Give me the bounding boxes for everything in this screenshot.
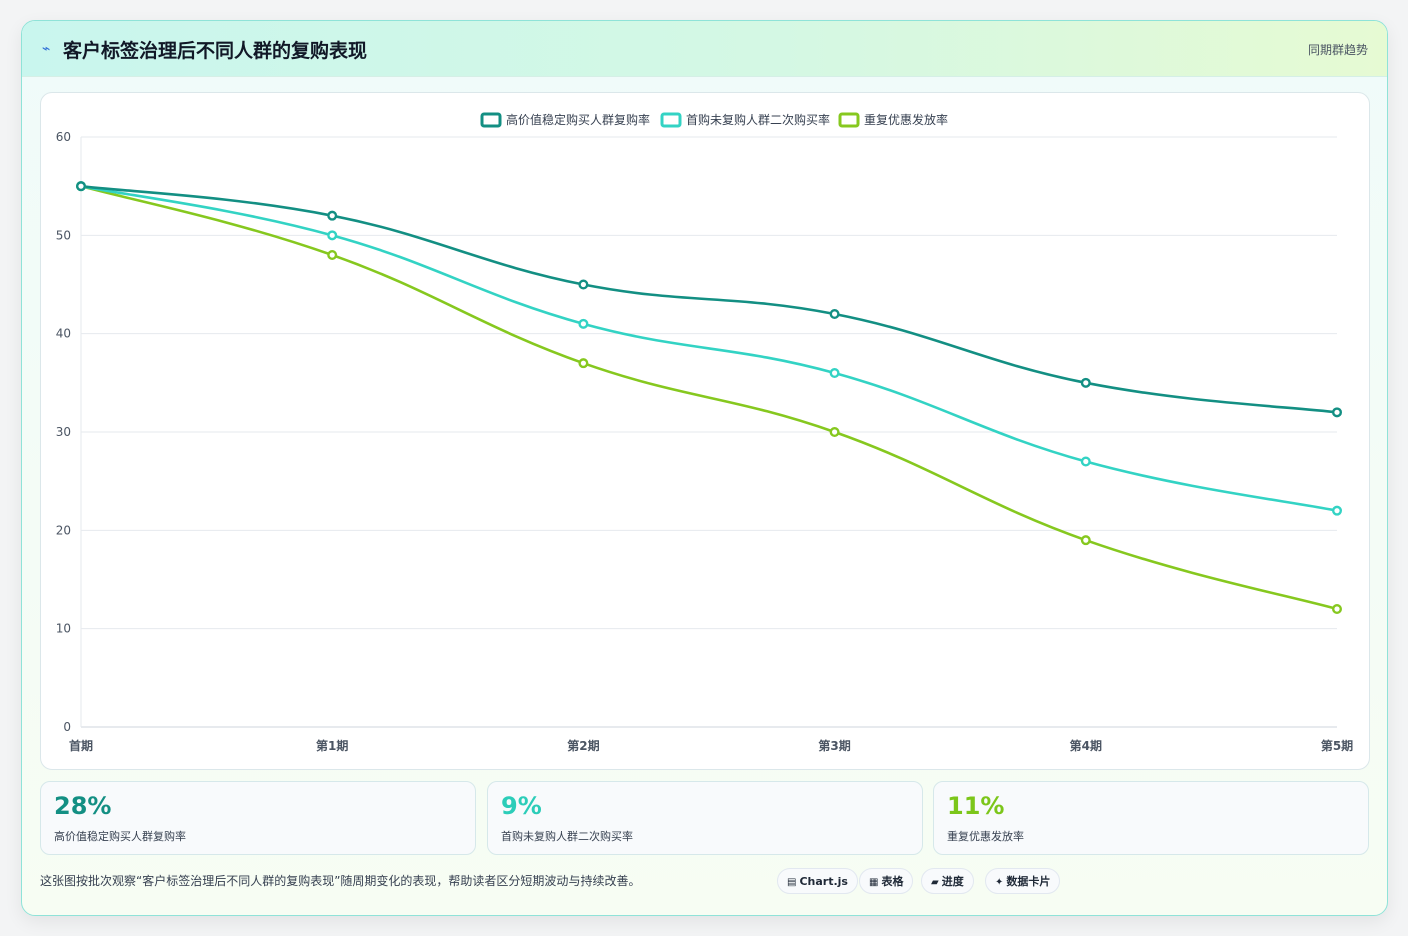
y-tick-label: 60 bbox=[56, 130, 71, 144]
tag-label: 进度 bbox=[941, 875, 964, 888]
legend-swatch bbox=[838, 112, 860, 128]
data-point bbox=[327, 210, 338, 221]
y-tick-label: 30 bbox=[56, 425, 71, 439]
series-line bbox=[80, 184, 1338, 414]
y-tick-label: 40 bbox=[56, 327, 71, 341]
chart-icon: ▤ bbox=[787, 877, 797, 888]
kpi-card: 11% 重复优惠发放率 bbox=[933, 781, 1369, 855]
y-tick-label: 0 bbox=[63, 720, 71, 734]
data-point bbox=[578, 358, 589, 369]
y-tick-label: 50 bbox=[56, 228, 71, 242]
card-title: 客户标签治理后不同人群的复购表现 bbox=[63, 40, 368, 62]
x-tick-label: 首期 bbox=[69, 738, 93, 753]
data-point bbox=[1331, 407, 1342, 418]
kpi-value: 28% bbox=[54, 792, 112, 820]
tag-label: Chart.js bbox=[799, 875, 848, 888]
card-header: ⌁ 客户标签治理后不同人群的复购表现 同期群趋势 bbox=[22, 21, 1387, 77]
progress-icon: ▰ bbox=[931, 877, 939, 888]
x-tick-label: 第2期 bbox=[567, 738, 599, 753]
data-point bbox=[1331, 505, 1342, 516]
legend-label: 高价值稳定购买人群复购率 bbox=[506, 112, 650, 127]
series-line bbox=[80, 184, 1338, 512]
kpi-label: 重复优惠发放率 bbox=[947, 830, 1024, 843]
x-tick-label: 第3期 bbox=[818, 738, 850, 753]
kpi-label: 高价值稳定购买人群复购率 bbox=[54, 830, 186, 843]
legend-label: 重复优惠发放率 bbox=[864, 112, 948, 127]
chart-card: ⌁ 客户标签治理后不同人群的复购表现 同期群趋势 0 10 20 30 40 50 60 首期… bbox=[21, 20, 1388, 916]
legend-label: 首购未复购人群二次购买率 bbox=[686, 112, 830, 127]
series-line bbox=[80, 184, 1338, 611]
data-point bbox=[327, 230, 338, 241]
sparkle-icon: ✦ bbox=[995, 877, 1004, 888]
kpi-card: 28% 高价值稳定购买人群复购率 bbox=[40, 781, 476, 855]
tag-label: 表格 bbox=[881, 875, 904, 888]
x-tick-label: 第1期 bbox=[316, 738, 348, 753]
data-point bbox=[829, 308, 840, 319]
data-point bbox=[578, 318, 589, 329]
data-point bbox=[829, 427, 840, 438]
legend-swatch bbox=[660, 112, 682, 128]
data-point bbox=[327, 249, 338, 260]
tag-table[interactable]: ▦ 表格 bbox=[859, 868, 914, 894]
data-point bbox=[1080, 535, 1091, 546]
kpi-value: 11% bbox=[947, 792, 1005, 820]
y-tick-label: 20 bbox=[56, 523, 71, 537]
tag-label: 数据卡片 bbox=[1006, 875, 1051, 888]
lightning-icon: ⌁ bbox=[42, 41, 51, 57]
kpi-label: 首购未复购人群二次购买率 bbox=[501, 830, 633, 843]
x-tick-label: 第5期 bbox=[1321, 738, 1353, 753]
data-point bbox=[76, 181, 87, 192]
card-subtitle: 同期群趋势 bbox=[1307, 43, 1368, 57]
kpi-card: 9% 首购未复购人群二次购买率 bbox=[487, 781, 923, 855]
data-point bbox=[829, 368, 840, 379]
data-point bbox=[1080, 456, 1091, 467]
tag-progress[interactable]: ▰ 进度 bbox=[921, 868, 974, 894]
chart-panel: 0 10 20 30 40 50 60 首期 第1期 第2期 第3期 第4期 第5期 高价值稳定购买人群复… bbox=[40, 92, 1370, 770]
table-icon: ▦ bbox=[869, 877, 879, 888]
y-tick-label: 10 bbox=[56, 622, 71, 636]
line-chart: 0 10 20 30 40 50 60 首期 第1期 第2期 第3期 第4期 第5期 高价值稳定购买人群复… bbox=[56, 112, 1353, 753]
tag-chartjs[interactable]: ▤ Chart.js bbox=[777, 868, 858, 894]
x-tick-label: 第4期 bbox=[1070, 738, 1102, 753]
tag-data-card[interactable]: ✦ 数据卡片 bbox=[985, 868, 1061, 894]
data-point bbox=[1080, 377, 1091, 388]
data-point bbox=[578, 279, 589, 290]
kpi-value: 9% bbox=[501, 792, 542, 820]
legend-swatch bbox=[480, 112, 502, 128]
data-point bbox=[1331, 604, 1342, 615]
footer-note: 这张图按批次观察“客户标签治理后不同人群的复购表现”随周期变化的表现，帮助读者区… bbox=[40, 874, 641, 888]
